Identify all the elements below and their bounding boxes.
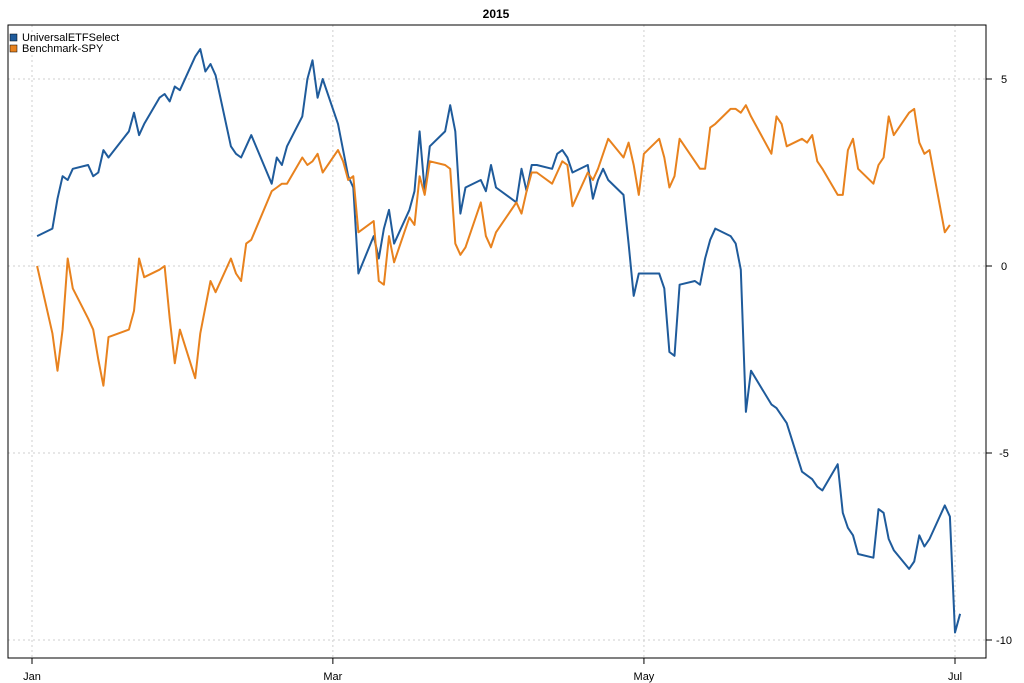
x-axis: Jan Mar May Jul — [23, 658, 962, 683]
y-tick-label: -5 — [999, 448, 1009, 460]
legend-label: UniversalETFSelect — [22, 32, 119, 44]
legend-label: Benchmark-SPY — [22, 43, 104, 55]
series-line-1 — [36, 104, 951, 387]
x-tick-label: Jan — [23, 671, 41, 683]
series-line-0 — [36, 48, 962, 634]
legend-swatch — [9, 44, 18, 53]
chart-title: 2015 — [483, 7, 510, 21]
y-tick-label: 5 — [1001, 74, 1007, 86]
x-tick-label: Mar — [323, 671, 342, 683]
y-axis: 5 0 -5 -10 — [986, 74, 1012, 647]
legend-swatch — [9, 33, 18, 42]
series-lines — [36, 48, 962, 634]
plot-frame — [7, 24, 987, 659]
y-tick-label: -10 — [996, 635, 1012, 647]
y-tick-label: 0 — [1001, 261, 1007, 273]
x-tick-label: May — [634, 671, 655, 683]
grid — [8, 25, 986, 658]
x-tick-label: Jul — [948, 671, 962, 683]
